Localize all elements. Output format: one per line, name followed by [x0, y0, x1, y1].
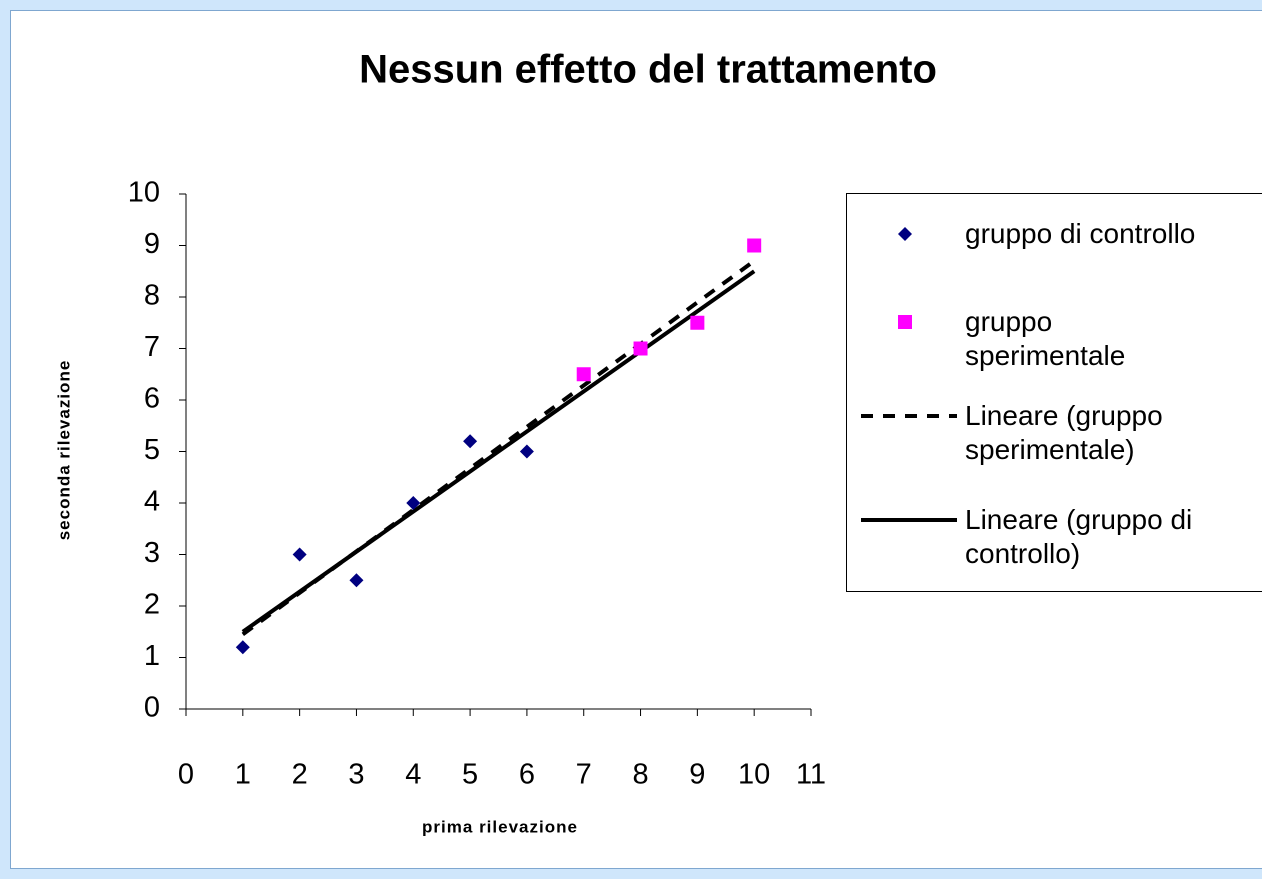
data-point: [235, 640, 250, 655]
x-tick-label: 9: [689, 759, 705, 791]
legend-label: gruppo sperimentale: [965, 306, 1126, 371]
trendline: [241, 269, 756, 634]
x-tick-label: 5: [462, 759, 478, 791]
data-point: [349, 573, 364, 588]
x-tick-label: 7: [576, 759, 592, 791]
y-tick-label: 5: [144, 434, 160, 466]
y-tick-label: 3: [144, 537, 160, 569]
y-tick-label: 1: [144, 640, 160, 672]
x-tick-label: 2: [292, 759, 308, 791]
y-tick-label: 4: [144, 486, 160, 518]
x-tick-label: 6: [519, 759, 535, 791]
y-tick-label: 10: [128, 177, 160, 209]
y-tick-label: 7: [144, 331, 160, 363]
x-axis-label: prima rilevazione: [422, 817, 578, 836]
data-point: [576, 367, 591, 382]
y-tick-label: 6: [144, 383, 160, 415]
y-tick-label: 2: [144, 589, 160, 621]
data-point: [690, 315, 705, 330]
data-point: [633, 341, 648, 356]
y-axis-label: seconda rilevazione: [54, 360, 73, 541]
chart-title: Nessun effetto del trattamento: [359, 48, 937, 92]
data-point: [519, 444, 534, 459]
y-tick-label: 0: [144, 692, 160, 724]
x-tick-label: 1: [235, 759, 251, 791]
x-tick-label: 11: [796, 759, 826, 791]
data-point: [463, 434, 478, 449]
trendline: [241, 259, 756, 636]
x-tick-label: 0: [178, 759, 194, 791]
legend-symbols: [861, 227, 957, 522]
legend-label: gruppo di controllo: [965, 218, 1196, 249]
x-tick-label: 3: [348, 759, 364, 791]
x-tick-label: 8: [632, 759, 648, 791]
data-point: [292, 547, 307, 562]
legend-label: Lineare (gruppo sperimentale): [965, 400, 1163, 465]
data-point: [747, 238, 762, 253]
x-tick-label: 10: [738, 759, 770, 791]
legend-label: Lineare (gruppo di controllo): [965, 504, 1193, 569]
data-point: [406, 496, 421, 510]
legend: gruppo di controllo gruppo sperimentale Li…: [846, 193, 1262, 592]
y-tick-label: 8: [144, 280, 160, 312]
legend-marker: [898, 227, 912, 241]
y-tick-label: 9: [144, 228, 160, 260]
legend-marker: [898, 315, 912, 329]
x-tick-label: 4: [405, 759, 421, 791]
